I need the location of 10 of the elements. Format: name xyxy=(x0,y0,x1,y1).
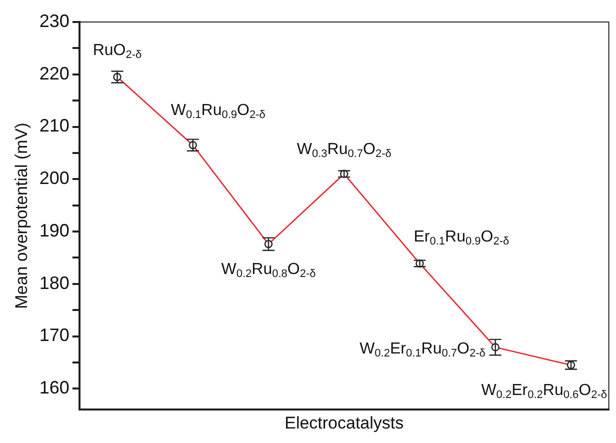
y-tick-label: 180 xyxy=(39,272,70,293)
y-tick-label: 190 xyxy=(39,220,70,240)
y-tick-label: 210 xyxy=(39,116,70,136)
y-tick-label: 170 xyxy=(39,325,70,346)
y-axis-title: Mean overpotential (mV) xyxy=(12,122,31,309)
y-tick-label: 220 xyxy=(39,63,70,84)
y-tick-label: 200 xyxy=(39,168,70,188)
y-tick-label: 160 xyxy=(39,378,70,398)
x-axis-title: Electrocatalysts xyxy=(284,413,404,432)
y-tick-label: 230 xyxy=(39,10,70,31)
